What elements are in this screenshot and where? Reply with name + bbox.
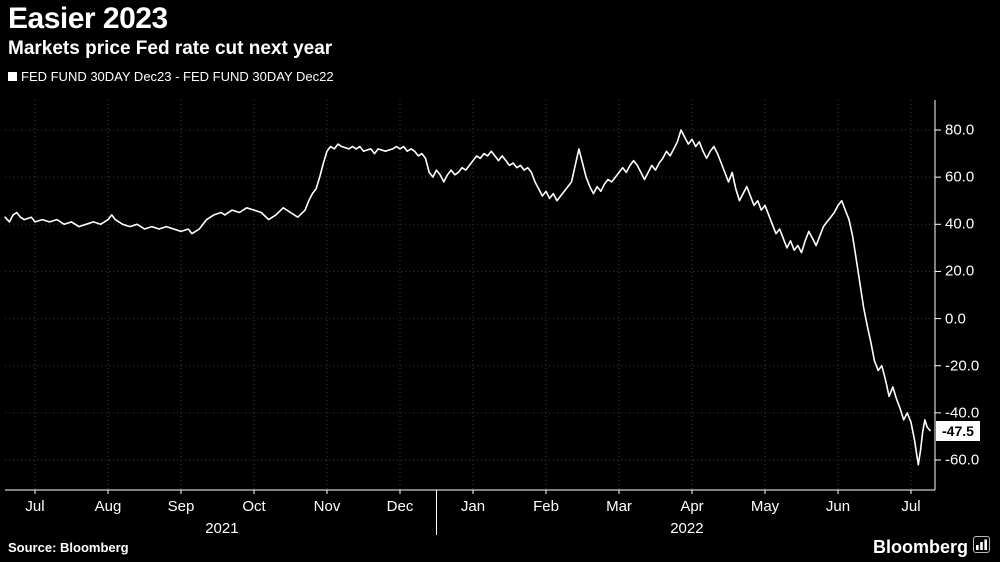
legend-label: FED FUND 30DAY Dec23 - FED FUND 30DAY De… — [21, 69, 334, 84]
x-axis-tick-label: Oct — [242, 498, 266, 515]
bloomberg-wordmark: Bloomberg — [872, 536, 968, 557]
source-text: Source: Bloomberg — [8, 540, 129, 555]
y-axis-tick-label: -60.0 — [945, 451, 980, 469]
bloomberg-logo: Bloomberg — [873, 536, 990, 558]
y-axis-tick-label: 40.0 — [945, 215, 975, 233]
legend-swatch-icon — [8, 72, 17, 81]
legend: FED FUND 30DAY Dec23 - FED FUND 30DAY De… — [8, 69, 334, 84]
x-axis-tick-label: Feb — [533, 498, 559, 515]
y-axis-tick-label: -40.0 — [945, 404, 980, 422]
y-axis-tick-label: 0.0 — [945, 310, 966, 328]
chart-subtitle: Markets price Fed rate cut next year — [8, 38, 333, 59]
series-line — [4, 129, 931, 466]
year-label: 2022 — [670, 520, 704, 537]
x-axis-tick-label: May — [750, 498, 780, 515]
x-axis-tick-label: Dec — [386, 498, 414, 515]
x-axis-tick-label: Mar — [606, 498, 632, 515]
x-axis-tick-label: Nov — [313, 498, 341, 515]
x-axis-tick-label: Sep — [167, 498, 195, 515]
x-axis-tick-label: Jan — [460, 498, 486, 515]
x-axis-tick-label: Jun — [825, 498, 851, 515]
y-axis-tick-label: 60.0 — [945, 168, 975, 186]
chart-title: Easier 2023 — [8, 2, 168, 35]
year-label: 2021 — [205, 520, 239, 537]
x-axis-tick-label: Aug — [94, 498, 122, 515]
bloomberg-chart-icon — [973, 536, 990, 558]
x-axis-tick-label: Jul — [901, 498, 921, 515]
x-axis-tick-label: Jul — [25, 498, 45, 515]
x-axis-tick-label: Apr — [680, 498, 704, 515]
y-axis-tick-label: 20.0 — [945, 262, 975, 280]
last-value-label: -47.5 — [936, 420, 980, 441]
y-axis-tick-label: -20.0 — [945, 357, 980, 375]
y-axis-tick-label: 80.0 — [945, 121, 975, 139]
